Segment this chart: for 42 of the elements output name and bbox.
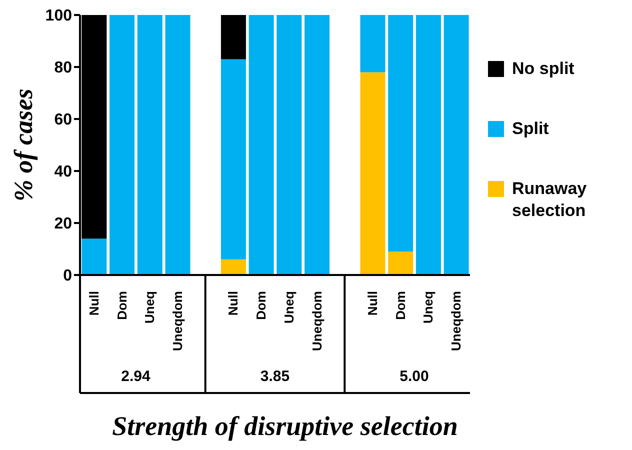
y-tick-label: 100 <box>45 8 72 25</box>
bar <box>444 15 469 275</box>
x-tick-label: Null <box>226 291 241 316</box>
x-tick-label: Uneqdom <box>448 291 464 351</box>
x-tick-label: Dom <box>114 291 130 320</box>
x-tick-label: Uneqdom <box>309 291 324 351</box>
bar <box>165 15 190 275</box>
text: 5.00 <box>400 368 429 385</box>
y-tick-label: 80 <box>54 60 72 77</box>
bar <box>220 259 246 275</box>
bar <box>276 15 302 275</box>
bar <box>137 15 162 275</box>
bar <box>248 15 274 275</box>
bar <box>220 59 246 260</box>
text: 2.94 <box>121 368 151 385</box>
bar <box>82 238 107 275</box>
text: 3.85 <box>260 368 290 385</box>
x-tick-label: Uneq <box>420 290 436 324</box>
x-tick-label: Uneq <box>142 290 158 324</box>
y-tick-label: 0 <box>63 268 72 285</box>
bar <box>360 72 386 275</box>
bar <box>416 15 441 275</box>
y-tick-label: 60 <box>54 112 72 129</box>
bar <box>220 15 246 60</box>
x-tick-label: Uneqdom <box>170 291 185 351</box>
bar <box>110 15 135 275</box>
y-axis-title: % of cases <box>9 88 38 202</box>
legend-label: No split <box>512 58 574 80</box>
y-tick-label: 40 <box>54 164 72 181</box>
bar <box>360 15 386 72</box>
bar <box>388 252 414 275</box>
x-tick-label: Uneq <box>281 290 296 324</box>
x-tick-label: Null <box>365 291 380 316</box>
legend-label: Runaway selection <box>512 178 588 222</box>
y-tick-label: 20 <box>54 216 72 233</box>
bar <box>304 15 330 275</box>
x-tick-label: Dom <box>254 291 269 320</box>
x-axis-title: Strength of disruptive selection <box>112 411 458 441</box>
legend-label: Split <box>512 118 549 140</box>
x-tick-label: Null <box>86 291 102 316</box>
bar <box>388 15 414 252</box>
x-tick-label: Dom <box>392 291 408 320</box>
